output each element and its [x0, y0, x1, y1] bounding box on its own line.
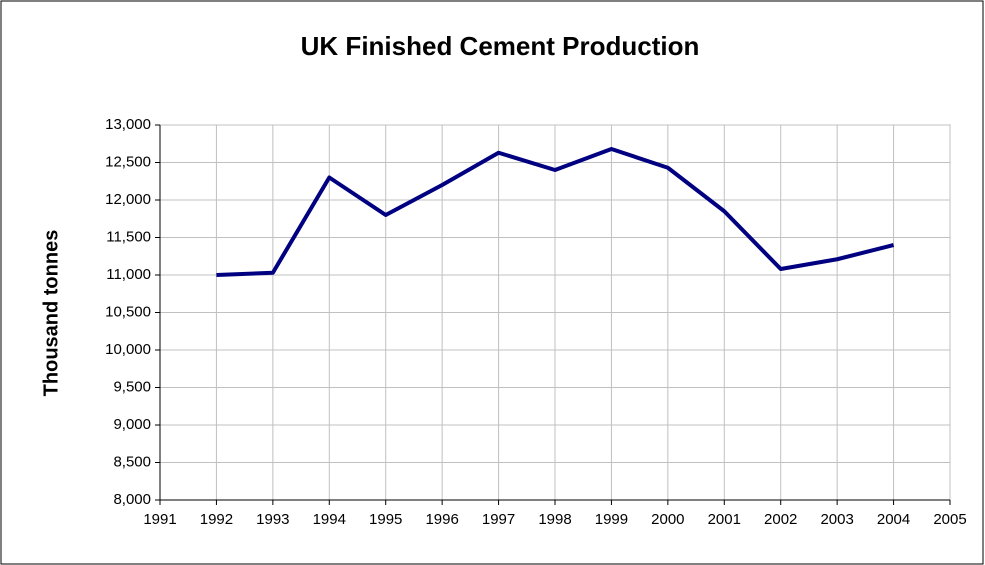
- x-tick-label: 1991: [143, 511, 176, 528]
- y-tick-label: 11,000: [106, 266, 151, 283]
- y-axis-label: Thousand tonnes: [40, 230, 62, 397]
- y-tick-label: 10,500: [105, 303, 151, 320]
- x-tick-label: 2002: [764, 511, 797, 528]
- x-tick-label: 1996: [425, 511, 458, 528]
- y-tick-label: 9,500: [113, 378, 151, 395]
- chart-title: UK Finished Cement Production: [301, 31, 700, 61]
- y-tick-label: 9,000: [113, 416, 151, 433]
- x-tick-label: 2000: [651, 511, 684, 528]
- x-tick-label: 2005: [933, 511, 966, 528]
- y-tick-label: 12,000: [105, 191, 151, 208]
- y-tick-label: 8,500: [113, 453, 151, 470]
- y-tick-label: 13,000: [105, 116, 151, 133]
- y-tick-label: 10,000: [105, 341, 151, 358]
- x-tick-label: 2001: [708, 511, 741, 528]
- x-tick-label: 1999: [595, 511, 628, 528]
- x-tick-label: 1992: [200, 511, 233, 528]
- y-tick-label: 11,500: [106, 228, 151, 245]
- data-line: [216, 147, 895, 277]
- x-tick-label: 1993: [256, 511, 289, 528]
- y-tick-label: 12,500: [105, 153, 151, 170]
- x-tick-label: 2004: [877, 511, 910, 528]
- x-tick-label: 2003: [820, 511, 853, 528]
- x-tick-label: 1997: [482, 511, 515, 528]
- x-tick-label: 1994: [313, 511, 346, 528]
- x-tick-label: 1995: [369, 511, 402, 528]
- x-tick-label: 1998: [538, 511, 571, 528]
- y-tick-label: 8,000: [113, 491, 151, 508]
